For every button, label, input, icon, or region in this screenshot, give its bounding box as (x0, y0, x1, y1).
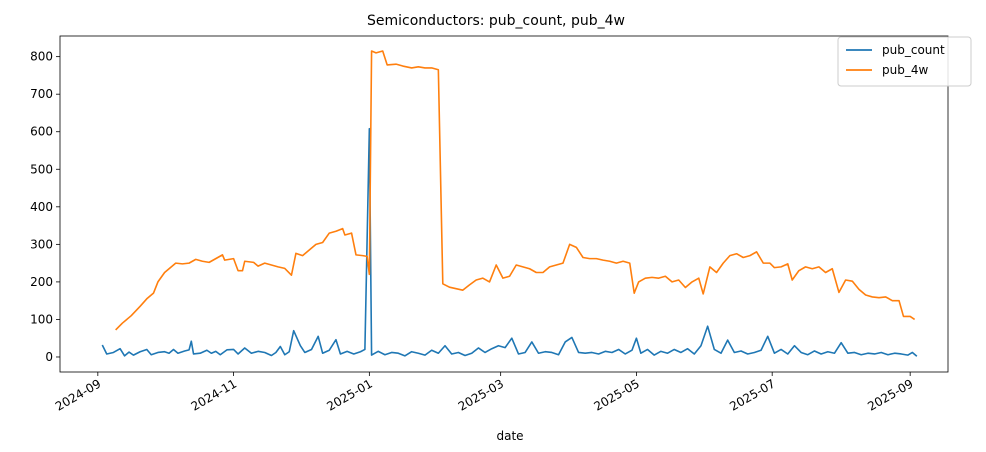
x-tick-label: 2025-07 (727, 376, 777, 413)
y-tick-label: 700 (30, 87, 53, 101)
plot-area (101, 50, 918, 357)
x-tick-label: 2025-09 (865, 376, 915, 413)
x-axis: 2024-09 2024-11 2025-01 2025-03 2025-05 2025-… (53, 372, 916, 414)
series-line-pub-4w (115, 50, 916, 331)
series-line-pub-count (101, 127, 918, 357)
y-tick-label: 200 (30, 275, 53, 289)
y-tick-label: 300 (30, 237, 53, 251)
x-tick-label: 2024-09 (53, 376, 103, 413)
axes-frame (59, 35, 949, 373)
legend-label-pub-4w: pub_4w (882, 63, 928, 77)
y-tick-label: 100 (30, 312, 53, 326)
x-tick-label: 2024-11 (189, 376, 239, 413)
y-axis: 0 100 200 300 400 500 600 700 800 (30, 50, 60, 364)
x-axis-label: date (496, 429, 523, 443)
y-tick-label: 800 (30, 50, 53, 64)
x-tick-label: 2025-03 (456, 376, 506, 413)
y-tick-label: 400 (30, 200, 53, 214)
x-tick-label: 2025-01 (324, 376, 374, 413)
x-tick-label: 2025-05 (591, 376, 641, 413)
legend-label-pub-count: pub_count (882, 43, 945, 57)
chart-title: Semiconductors: pub_count, pub_4w (367, 13, 625, 29)
series-layer (101, 50, 918, 357)
y-tick-label: 600 (30, 125, 53, 139)
y-tick-label: 0 (45, 350, 53, 364)
y-tick-label: 500 (30, 162, 53, 176)
legend: pub_count pub_4w (837, 36, 972, 87)
